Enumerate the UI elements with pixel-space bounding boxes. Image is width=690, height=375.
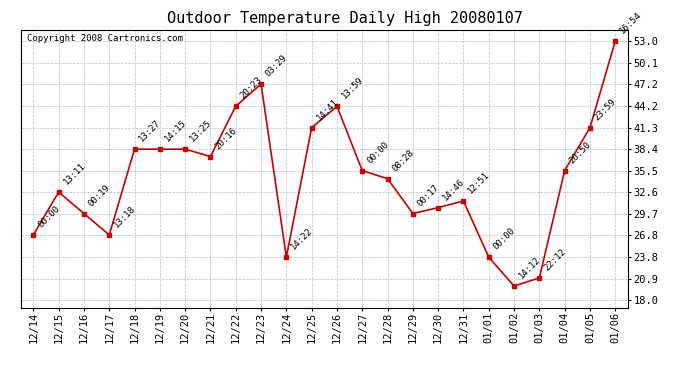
Text: 14:46: 14:46 [441, 177, 466, 202]
Text: 13:11: 13:11 [61, 161, 87, 186]
Text: 14:15: 14:15 [163, 118, 188, 144]
Text: Outdoor Temperature Daily High 20080107: Outdoor Temperature Daily High 20080107 [167, 11, 523, 26]
Text: 20:16: 20:16 [213, 126, 239, 151]
Text: 08:28: 08:28 [391, 148, 415, 173]
Text: 13:27: 13:27 [137, 118, 163, 144]
Text: 13:18: 13:18 [112, 204, 137, 230]
Text: 00:00: 00:00 [36, 204, 61, 230]
Text: 20:23: 20:23 [239, 75, 264, 100]
Text: 00:00: 00:00 [365, 140, 391, 165]
Text: 14:41: 14:41 [315, 97, 339, 122]
Text: 22:12: 22:12 [542, 247, 567, 272]
Text: 14:12: 14:12 [517, 255, 542, 280]
Text: 16:54: 16:54 [618, 10, 643, 36]
Text: 03:29: 03:29 [264, 53, 289, 78]
Text: 13:59: 13:59 [339, 75, 365, 100]
Text: 13:25: 13:25 [188, 118, 213, 144]
Text: 14:22: 14:22 [289, 226, 315, 252]
Text: Copyright 2008 Cartronics.com: Copyright 2008 Cartronics.com [27, 34, 183, 43]
Text: 20:50: 20:50 [567, 140, 593, 165]
Text: 23:59: 23:59 [593, 97, 618, 122]
Text: 00:00: 00:00 [491, 226, 517, 252]
Text: 12:51: 12:51 [466, 170, 491, 195]
Text: 00:19: 00:19 [87, 183, 112, 208]
Text: 00:17: 00:17 [415, 183, 441, 208]
